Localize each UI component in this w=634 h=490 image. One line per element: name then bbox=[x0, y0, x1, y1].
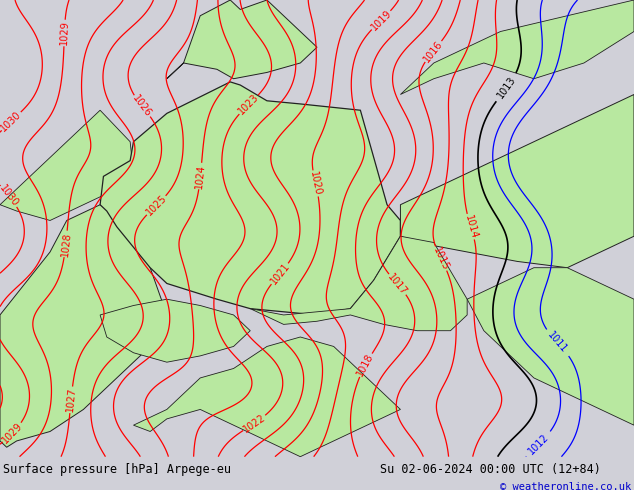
Text: Surface pressure [hPa] Arpege-eu: Surface pressure [hPa] Arpege-eu bbox=[3, 463, 231, 476]
Text: 1027: 1027 bbox=[65, 387, 77, 413]
Polygon shape bbox=[134, 337, 401, 457]
Polygon shape bbox=[401, 0, 634, 95]
Text: 1030: 1030 bbox=[0, 183, 20, 209]
Text: 1018: 1018 bbox=[355, 352, 375, 378]
Polygon shape bbox=[0, 205, 167, 447]
Text: 1024: 1024 bbox=[194, 163, 207, 189]
Polygon shape bbox=[167, 0, 317, 79]
Text: 1019: 1019 bbox=[369, 8, 393, 32]
Text: 1021: 1021 bbox=[268, 261, 292, 287]
Polygon shape bbox=[401, 95, 634, 268]
Polygon shape bbox=[100, 82, 401, 315]
Polygon shape bbox=[250, 236, 467, 331]
Text: 1014: 1014 bbox=[463, 214, 479, 240]
Text: 1026: 1026 bbox=[131, 93, 153, 119]
Text: 1017: 1017 bbox=[386, 271, 409, 297]
Text: 1022: 1022 bbox=[242, 412, 268, 434]
Polygon shape bbox=[0, 110, 134, 220]
Text: 1016: 1016 bbox=[422, 39, 444, 64]
Text: 1030: 1030 bbox=[0, 109, 23, 133]
Text: 1029: 1029 bbox=[59, 21, 70, 46]
Text: 1011: 1011 bbox=[546, 330, 569, 355]
Text: 1012: 1012 bbox=[526, 432, 551, 457]
Text: 1013: 1013 bbox=[496, 74, 518, 100]
Text: 1023: 1023 bbox=[236, 92, 261, 117]
Polygon shape bbox=[467, 268, 634, 425]
Text: Su 02-06-2024 00:00 UTC (12+84): Su 02-06-2024 00:00 UTC (12+84) bbox=[380, 463, 601, 476]
Text: 1025: 1025 bbox=[144, 193, 169, 218]
Text: 1028: 1028 bbox=[60, 231, 72, 257]
Text: 1020: 1020 bbox=[308, 171, 323, 196]
Polygon shape bbox=[100, 299, 250, 362]
Text: 1029: 1029 bbox=[0, 420, 25, 445]
Text: 1015: 1015 bbox=[431, 245, 451, 272]
Text: © weatheronline.co.uk: © weatheronline.co.uk bbox=[500, 482, 631, 490]
